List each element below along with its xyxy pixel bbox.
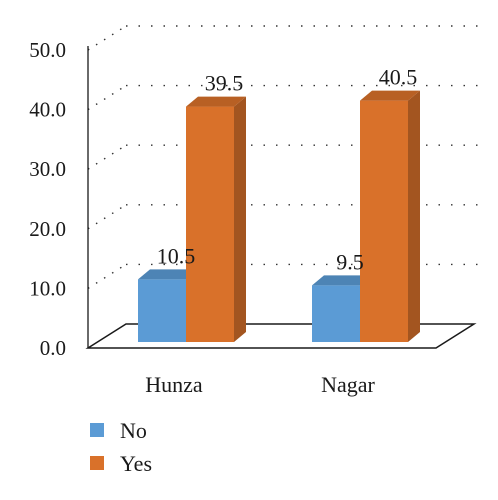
bar-front [312, 285, 360, 342]
y-axis-ticks: 0.0 10.0 20.0 30.0 40.0 50.0 [29, 38, 66, 360]
y-tick-label: 30.0 [29, 157, 66, 181]
bar-side [408, 90, 420, 343]
y-tick-label: 40.0 [29, 98, 66, 122]
bar-top [312, 275, 372, 286]
bar-side [234, 96, 246, 342]
x-category-label: Nagar [321, 372, 375, 397]
y-tick-label: 0.0 [40, 336, 66, 360]
data-label: 40.5 [379, 65, 418, 90]
bar-top [138, 269, 198, 280]
bar-front [186, 106, 234, 342]
y-tick-label: 10.0 [29, 276, 66, 300]
bar-top [360, 90, 420, 101]
legend-label: Yes [120, 451, 152, 476]
y-tick-label: 50.0 [29, 38, 66, 62]
bars [138, 90, 420, 343]
gridline-side [87, 85, 127, 111]
data-label: 10.5 [157, 243, 196, 268]
y-tick-label: 20.0 [29, 217, 66, 241]
gridline-side [87, 144, 127, 170]
legend-label: No [120, 418, 147, 443]
legend-swatch [90, 456, 104, 470]
gridline-side [87, 263, 127, 289]
bar-top [186, 96, 246, 107]
bar-yes-nagar [360, 90, 420, 343]
bar-yes-hunza [186, 96, 246, 342]
legend: No Yes [90, 418, 152, 476]
legend-swatch [90, 423, 104, 437]
bar-front [138, 279, 186, 342]
data-labels: 10.5 39.5 9.5 40.5 [157, 65, 418, 275]
gridlines [87, 25, 478, 289]
bar-front [360, 100, 408, 343]
gridline-side [87, 204, 127, 230]
x-axis-categories: Hunza Nagar [145, 372, 375, 397]
data-label: 9.5 [336, 249, 364, 274]
gridline-side [87, 25, 127, 51]
data-label: 39.5 [205, 71, 244, 96]
x-category-label: Hunza [145, 372, 203, 397]
